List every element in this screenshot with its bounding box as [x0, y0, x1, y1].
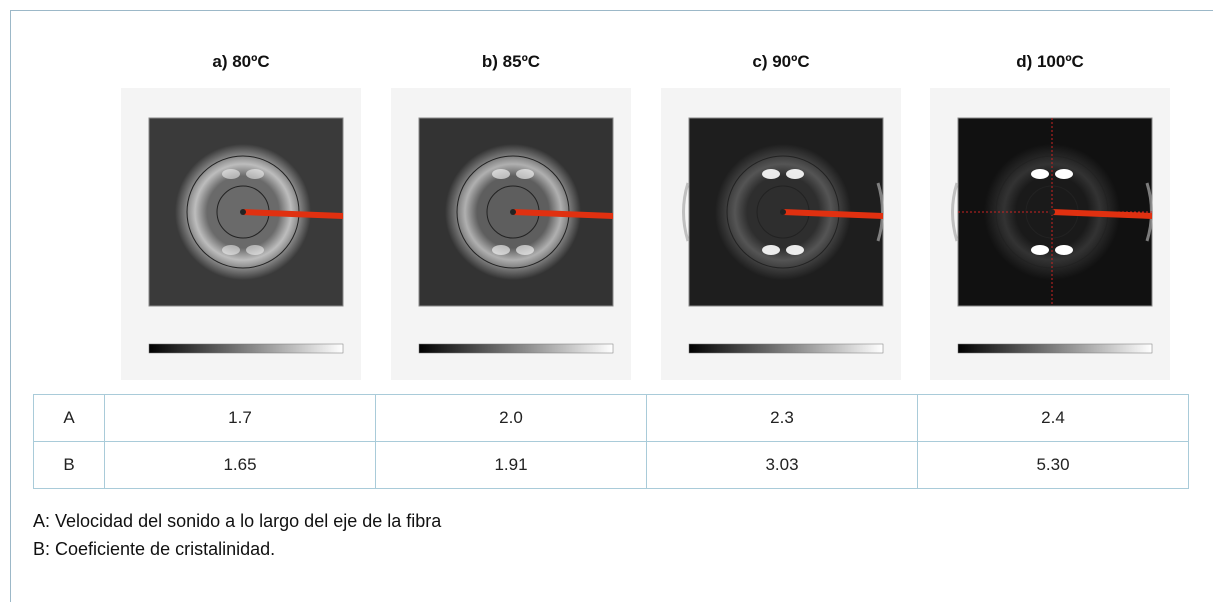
center	[240, 209, 246, 215]
reflection	[1031, 245, 1049, 255]
table-cell: 2.4	[917, 394, 1189, 442]
panel-title: a) 80ºC	[212, 52, 270, 71]
colorbar	[148, 343, 344, 354]
table-cell: 2.0	[375, 394, 647, 442]
table-row: A 1.7 2.0 2.3 2.4	[33, 394, 1189, 442]
diffraction-image	[930, 88, 1170, 380]
panel-title: b) 85ºC	[481, 52, 541, 71]
arc	[876, 182, 884, 242]
reflection	[246, 169, 264, 179]
data-table: A 1.7 2.0 2.3 2.4 B 1.65 1.91 3.03 5.30	[33, 394, 1189, 489]
beam-stop	[243, 209, 343, 219]
arc	[682, 182, 690, 242]
reflection	[492, 245, 510, 255]
table-cell: 1.7	[104, 394, 376, 442]
table-cell: 1.65	[104, 441, 376, 489]
beam-stop	[513, 209, 613, 219]
reflection	[246, 245, 264, 255]
table-cell: 2.3	[646, 394, 918, 442]
table-cell: 5.30	[917, 441, 1189, 489]
reflection	[1055, 245, 1073, 255]
arc	[951, 182, 959, 242]
diffraction-image	[391, 88, 631, 380]
center	[780, 209, 786, 215]
beam-stop	[783, 209, 883, 219]
reflection	[222, 169, 240, 179]
panel-title: c) 90ºC	[752, 52, 810, 71]
reflection	[1031, 169, 1049, 179]
colorbar	[688, 343, 884, 354]
reflection	[786, 169, 804, 179]
panel-title: d) 100ºC	[1016, 52, 1084, 71]
frame	[10, 10, 1213, 602]
reflection	[762, 245, 780, 255]
table-cell: B	[33, 441, 105, 489]
note: A: Velocidad del sonido a lo largo del e…	[33, 511, 442, 531]
table-cell: 1.91	[375, 441, 647, 489]
reflection	[516, 169, 534, 179]
reflection	[516, 245, 534, 255]
diffraction-image	[121, 88, 361, 380]
note: B: Coeficiente de cristalinidad.	[33, 539, 276, 559]
diffraction-image	[661, 88, 901, 380]
table-cell: 3.03	[646, 441, 918, 489]
reflection	[1055, 169, 1073, 179]
reflection	[222, 245, 240, 255]
colorbar	[418, 343, 614, 354]
colorbar	[957, 343, 1153, 354]
table-row: B 1.65 1.91 3.03 5.30	[33, 441, 1189, 489]
center	[510, 209, 516, 215]
beam-stop	[1052, 209, 1152, 219]
center	[1049, 209, 1055, 215]
reflection	[786, 245, 804, 255]
table-cell: A	[33, 394, 105, 442]
reflection	[492, 169, 510, 179]
reflection	[762, 169, 780, 179]
